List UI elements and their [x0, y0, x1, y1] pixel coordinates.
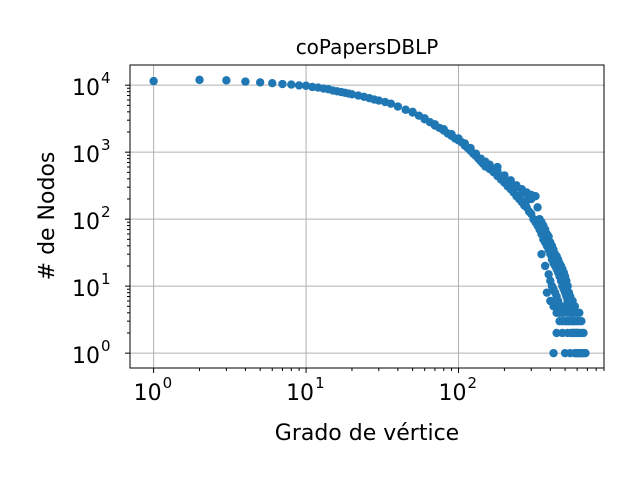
y-tick-exponent: 2	[101, 203, 111, 221]
y-tick-exponent: 4	[101, 69, 111, 87]
plot-frame	[129, 64, 605, 369]
data-point	[386, 99, 396, 108]
data-point	[558, 316, 567, 326]
y-tick-label: 10	[72, 143, 100, 168]
x-tick-exponent: 1	[315, 374, 325, 392]
data-point	[517, 189, 526, 198]
data-point	[522, 196, 531, 205]
y-tick-exponent: 3	[101, 136, 111, 154]
data-point	[544, 270, 553, 279]
data-point	[512, 182, 521, 192]
data-point	[301, 81, 311, 90]
data-point	[577, 348, 586, 358]
data-point	[447, 130, 456, 139]
data-point	[454, 134, 463, 143]
grid	[130, 65, 604, 368]
data-point	[565, 308, 575, 317]
data-point	[255, 78, 265, 87]
data-point	[374, 96, 384, 105]
data-point	[540, 261, 550, 271]
x-tick-exponent: 2	[468, 374, 478, 392]
data-point	[572, 328, 582, 338]
data-point	[493, 166, 502, 176]
data-point	[439, 125, 448, 134]
data-point	[430, 120, 440, 129]
data-point	[546, 276, 555, 286]
data-point	[222, 76, 231, 85]
data-point	[408, 107, 417, 117]
data-point	[241, 77, 250, 86]
data-point	[552, 328, 561, 338]
data-point	[549, 348, 558, 358]
chart-title: coPapersDBLP	[296, 35, 439, 59]
y-tick-label: 10	[72, 344, 100, 369]
x-tick-label: 10	[134, 381, 162, 406]
y-axis-label: # de Nodos	[35, 152, 60, 281]
data-point	[542, 288, 552, 297]
data-point	[549, 285, 558, 294]
data-point	[568, 316, 577, 326]
y-tick-exponent: 1	[101, 270, 111, 288]
data-point	[401, 105, 410, 114]
data-point	[268, 79, 277, 88]
data-point	[393, 102, 403, 111]
data-point	[294, 81, 304, 90]
data-point	[570, 302, 580, 311]
data-point	[278, 79, 287, 89]
x-tick-exponent: 0	[163, 374, 173, 392]
data-point	[149, 76, 158, 86]
y-tick-label: 10	[72, 210, 100, 235]
data-point	[195, 75, 204, 85]
data-point	[287, 80, 296, 89]
x-axis-label: Grado de vértice	[275, 421, 459, 446]
y-tick-label: 10	[72, 277, 100, 302]
data-point	[563, 281, 572, 291]
data-point	[471, 149, 481, 158]
x-tick-label: 10	[439, 381, 467, 406]
data-point	[579, 328, 588, 338]
data-point	[347, 90, 357, 99]
data-point	[500, 173, 509, 182]
data-point	[575, 308, 584, 317]
y-tick-exponent: 0	[101, 337, 111, 355]
data-point	[466, 143, 475, 153]
data-point	[460, 139, 470, 148]
axis-ticks: 10 0 10 1 10 210 010 110 210 310 4	[72, 69, 605, 406]
data-point	[527, 190, 536, 200]
data-point	[533, 203, 542, 212]
data-point	[577, 316, 586, 326]
data-points	[149, 75, 590, 358]
x-tick-label: 10	[286, 381, 314, 406]
y-tick-label: 10	[72, 76, 100, 101]
data-point	[420, 114, 429, 123]
data-point	[555, 308, 564, 317]
data-point	[552, 292, 561, 301]
data-point	[549, 302, 558, 311]
data-point	[506, 178, 515, 187]
data-point	[537, 249, 546, 259]
